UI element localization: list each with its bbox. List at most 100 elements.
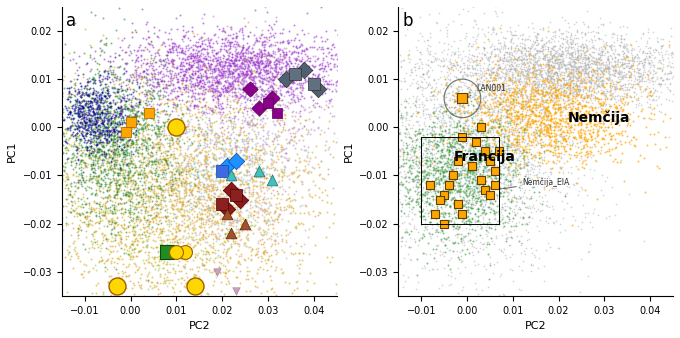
Point [79, 135, 90, 141]
Point [56, 168, 67, 173]
Point [152, 171, 163, 176]
Point [443, 283, 454, 288]
Point [498, 154, 509, 159]
Point [463, 133, 474, 138]
Point [117, 106, 128, 112]
Point [120, 105, 131, 110]
Point [146, 116, 156, 121]
Point [188, 237, 199, 243]
Point [477, 204, 488, 210]
Point [280, 279, 291, 285]
Point [399, 229, 410, 234]
Point [519, 126, 530, 131]
Point [543, 221, 554, 226]
Point [158, 156, 169, 162]
Point [202, 214, 213, 219]
Point [179, 167, 190, 173]
Point [509, 89, 520, 94]
Point [75, 172, 86, 177]
Point [449, 143, 460, 149]
Point [464, 227, 475, 232]
Point [112, 89, 123, 95]
Point [181, 138, 192, 144]
Point [221, 95, 232, 100]
Point [456, 109, 467, 115]
Point [183, 89, 194, 94]
Point [590, 106, 600, 111]
Point [466, 191, 477, 197]
Point [242, 45, 253, 51]
Point [231, 54, 242, 59]
Point [95, 169, 106, 174]
Point [294, 81, 305, 87]
Point [438, 139, 449, 144]
Point [99, 167, 110, 172]
Point [557, 14, 568, 19]
Point [408, 131, 419, 136]
Point [120, 167, 131, 173]
Point [172, 93, 183, 99]
Point [167, 186, 177, 192]
Point [605, 104, 616, 109]
Point [497, 45, 508, 50]
Point [452, 130, 462, 135]
Point [254, 68, 265, 73]
Point [55, 63, 66, 68]
Point [562, 73, 573, 78]
Point [509, 222, 520, 228]
Point [177, 56, 188, 61]
Point [108, 90, 119, 95]
Point [107, 244, 118, 249]
Point [495, 126, 506, 131]
Point [431, 97, 442, 102]
Point [198, 188, 209, 193]
Point [228, 69, 239, 74]
Point [629, 79, 640, 84]
Point [466, 180, 477, 185]
Point [330, 86, 341, 92]
Point [457, 74, 468, 79]
Point [83, 101, 94, 107]
Point [223, 86, 234, 92]
Point [166, 135, 177, 140]
Point [124, 190, 135, 196]
Point [505, 157, 516, 163]
Point [123, 137, 134, 142]
Point [530, 134, 541, 140]
Point [560, 81, 571, 87]
Point [481, 178, 492, 184]
Point [575, 72, 585, 77]
Point [229, 48, 240, 54]
Point [71, 68, 82, 73]
Point [405, 194, 415, 199]
Point [524, 46, 535, 51]
Point [523, 171, 534, 176]
Point [222, 130, 233, 135]
Point [573, 43, 583, 49]
Point [656, 43, 666, 48]
Point [215, 198, 226, 203]
Point [206, 121, 217, 126]
Point [418, 102, 429, 108]
Point [84, 144, 95, 149]
Point [436, 191, 447, 197]
Point [531, 71, 542, 77]
Point [141, 163, 152, 168]
Point [122, 163, 133, 168]
Point [80, 144, 90, 150]
Point [197, 59, 208, 65]
Point [204, 64, 215, 70]
Point [562, 129, 573, 135]
Point [402, 110, 413, 115]
Point [459, 216, 470, 222]
Point [75, 95, 86, 100]
Point [478, 45, 489, 51]
Point [513, 69, 524, 75]
Point [180, 171, 191, 177]
Point [571, 76, 582, 82]
Point [46, 43, 57, 48]
Point [187, 88, 198, 94]
Point [564, 140, 575, 145]
Point [399, 75, 410, 81]
Point [59, 185, 70, 190]
